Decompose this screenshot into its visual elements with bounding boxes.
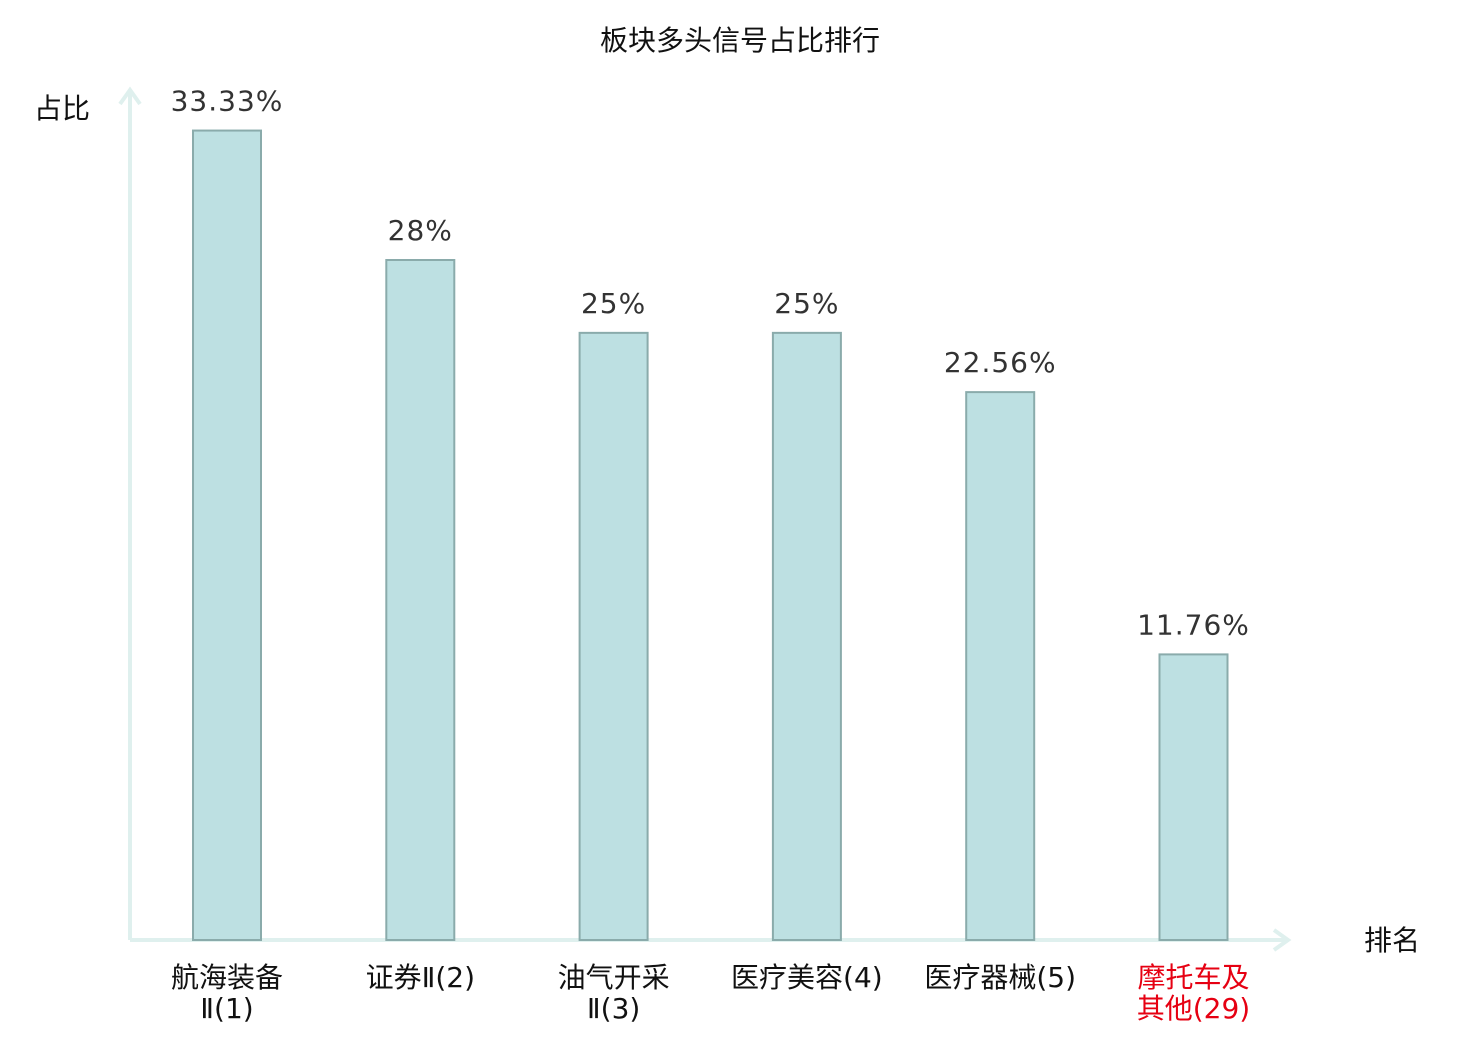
bar [385,259,456,941]
x-tick-label-box: 医疗美容(4) [731,962,883,994]
bar [578,331,649,942]
bar [771,331,842,942]
value-label: 25% [774,287,839,320]
x-tick-label: 摩托车及 其他(29) [1136,962,1251,1025]
value-label: 33.33% [171,85,284,118]
x-tick-label-box: 摩托车及 其他(29) [1136,962,1251,1025]
bar [965,391,1036,942]
x-axis-label: 排名 [1364,924,1420,957]
x-tick-label: 医疗器械(5) [924,962,1077,994]
x-tick-label-box: 航海装备 Ⅱ(1) [170,962,283,1025]
x-tick-label: 医疗美容(4) [731,962,883,994]
value-label: 11.76% [1137,608,1250,641]
bar [1158,653,1229,942]
x-axis-arrow [1272,928,1292,952]
x-tick-label-box: 油气开采 Ⅱ(3) [557,962,670,1025]
chart-title: 板块多头信号占比排行 [600,24,880,57]
y-axis-label: 占比 [34,92,90,125]
x-tick-label: 油气开采 Ⅱ(3) [557,962,670,1025]
x-tick-label: 证券Ⅱ(2) [365,962,476,994]
value-label: 28% [388,214,453,247]
x-tick-label-box: 医疗器械(5) [924,962,1077,994]
y-axis-arrow [118,86,142,106]
bar [192,129,262,942]
x-tick-label-box: 证券Ⅱ(2) [365,962,476,994]
value-label: 22.56% [944,346,1057,379]
axes [118,86,1292,952]
x-tick-label: 航海装备 Ⅱ(1) [170,962,283,1025]
value-label: 25% [581,287,646,320]
